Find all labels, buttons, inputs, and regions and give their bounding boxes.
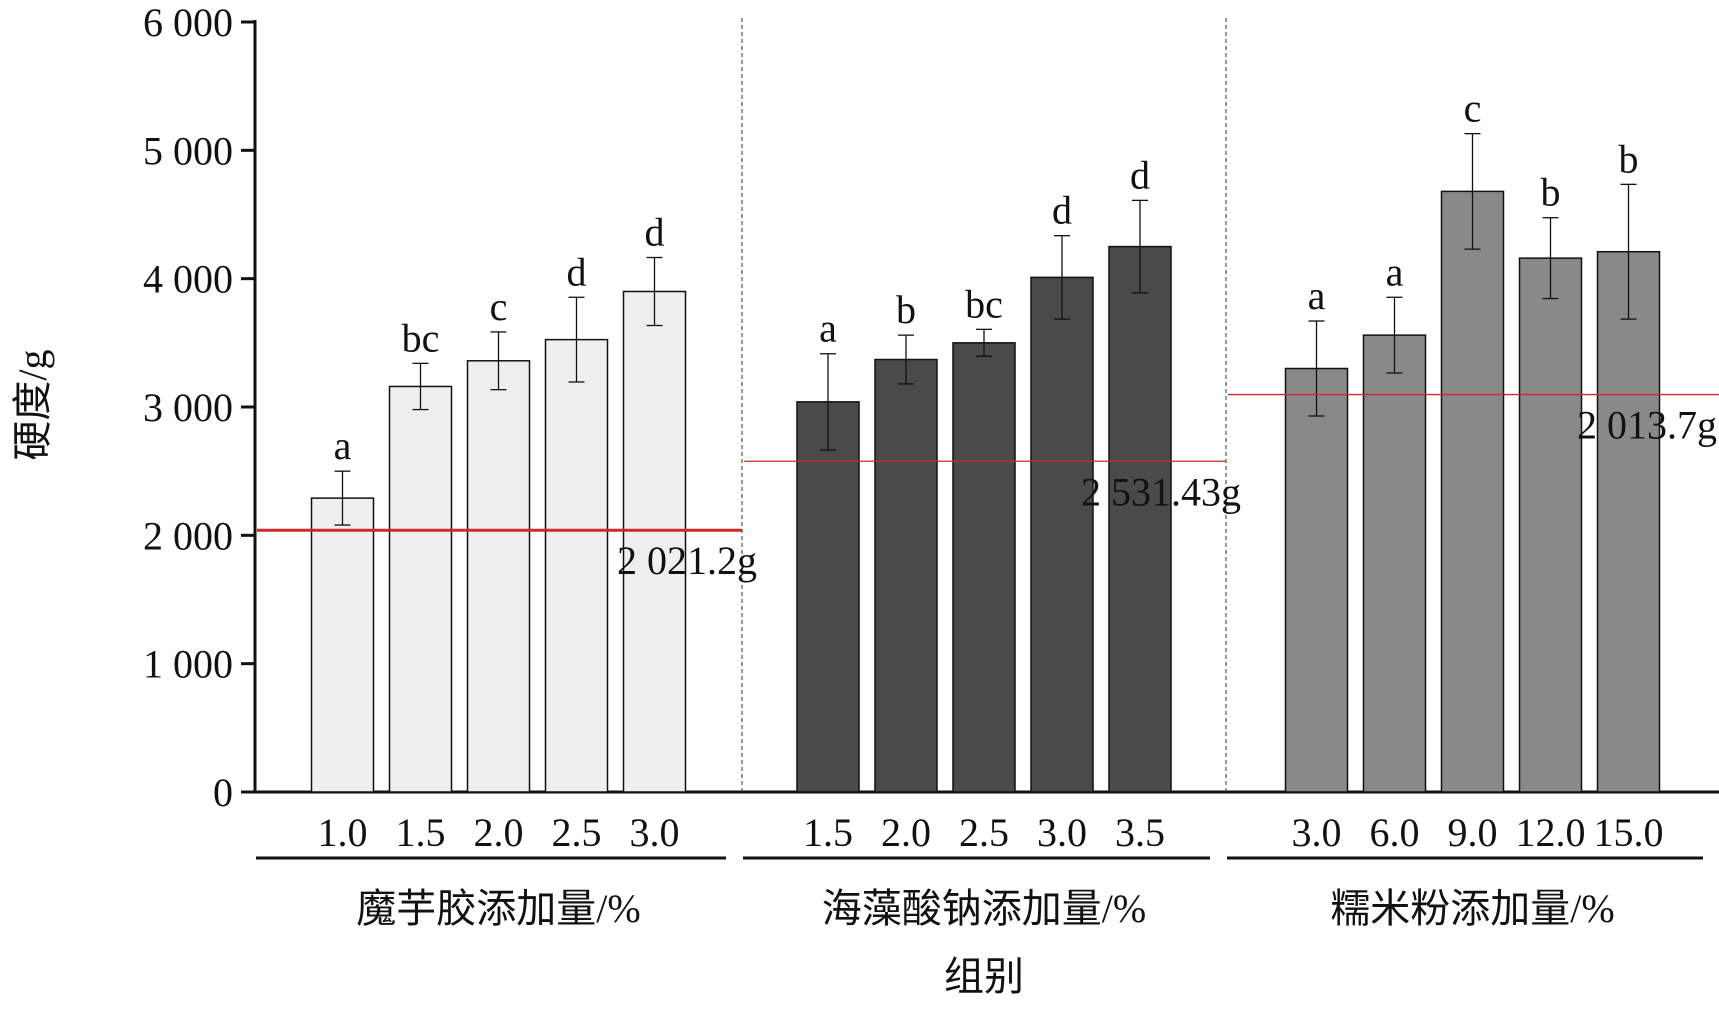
x-tick-label: 2.0 [474,810,524,855]
bar [874,358,938,793]
bar [1284,367,1349,793]
x-tick-label: 1.5 [803,810,853,855]
x-tick-label: 2.0 [881,810,931,855]
bar [388,385,453,793]
group-label: 海藻酸钠添加量/% [822,886,1146,931]
significance-letter: c [490,284,508,329]
significance-letter: b [1619,136,1639,181]
significance-letter: d [567,249,587,294]
bar [952,342,1016,793]
significance-letter: bc [402,315,440,360]
x-tick-label: 12.0 [1516,810,1586,855]
x-tick-label: 1.0 [318,810,368,855]
reference-annotation: 2 531.43g [1081,469,1241,514]
bar [1108,245,1172,793]
group-label: 糯米粉添加量/% [1330,886,1614,931]
bar [1362,334,1427,793]
reference-annotation: 2 021.2g [617,538,757,583]
bar [1596,250,1661,793]
bar [622,290,687,793]
significance-letter: d [1130,152,1150,197]
x-axis-label: 组别 [944,954,1024,999]
significance-letter: a [334,423,352,468]
x-tick-label: 3.5 [1115,810,1165,855]
bar [466,360,531,793]
y-axis-label: 硬度/g [10,349,55,460]
y-tick-label: 6 000 [143,0,233,45]
significance-letter: d [1052,188,1072,233]
x-tick-label: 9.0 [1448,810,1498,855]
x-tick-label: 3.0 [630,810,680,855]
y-tick-label: 3 000 [143,385,233,430]
significance-letter: c [1464,86,1482,131]
significance-letter: a [819,306,837,351]
bar [544,338,609,793]
bar [1440,190,1505,793]
x-tick-label: 2.5 [552,810,602,855]
y-tick-label: 2 000 [143,513,233,558]
group-label: 魔芋胶添加量/% [356,886,640,931]
significance-letter: b [896,287,916,332]
bar [1030,276,1094,793]
significance-letter: bc [965,281,1003,326]
reference-annotation: 2 013.7g [1577,403,1717,448]
x-tick-label: 6.0 [1370,810,1420,855]
significance-letter: a [1308,273,1326,318]
x-tick-label: 3.0 [1292,810,1342,855]
x-tick-label: 1.5 [396,810,446,855]
y-tick-label: 1 000 [143,642,233,687]
significance-letter: a [1386,249,1404,294]
y-tick-label: 5 000 [143,128,233,173]
y-tick-label: 4 000 [143,257,233,302]
bar [796,401,860,793]
y-tick-label: 0 [213,770,233,815]
x-tick-label: 15.0 [1594,810,1664,855]
significance-letter: d [645,209,665,254]
bar [310,497,375,793]
x-tick-label: 2.5 [959,810,1009,855]
x-tick-label: 3.0 [1037,810,1087,855]
significance-letter: b [1541,170,1561,215]
bar [1518,257,1583,793]
